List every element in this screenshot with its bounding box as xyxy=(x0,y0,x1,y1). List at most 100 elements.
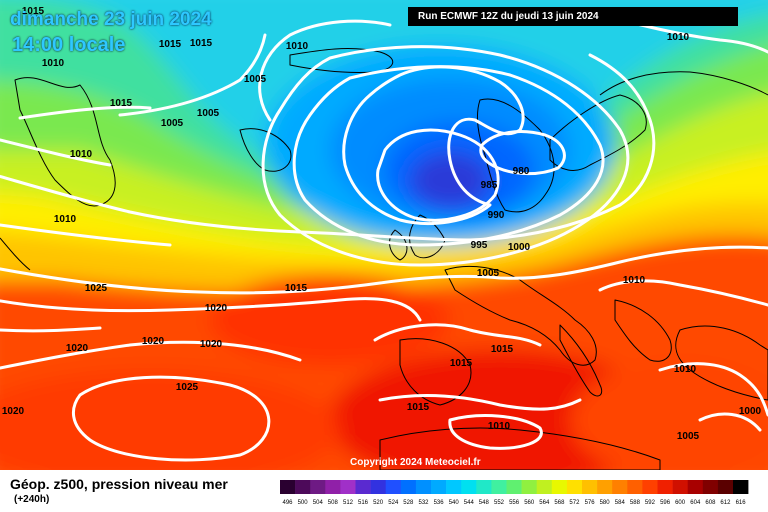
legend-tick-label: 516 xyxy=(358,500,369,506)
legend-tick-label: 552 xyxy=(494,500,505,506)
copyright: Copyright 2024 Meteociel.fr xyxy=(350,457,481,468)
isobar-label: 1010 xyxy=(70,149,93,160)
footer-panel: Géop. z500, pression niveau mer (+240h) … xyxy=(0,470,768,512)
legend-tick-label: 616 xyxy=(736,500,747,506)
legend-swatch xyxy=(733,480,749,494)
isobar-label: 1010 xyxy=(54,214,77,225)
legend-tick-label: 568 xyxy=(554,500,565,506)
legend-tick-label: 612 xyxy=(720,500,731,506)
isobar-label: 1010 xyxy=(42,58,65,69)
isobar-label: 1020 xyxy=(2,406,25,417)
legend-tick-label: 564 xyxy=(539,500,550,506)
isobar-label: 1010 xyxy=(667,32,690,43)
legend-swatch xyxy=(400,480,417,494)
isobar-label: 995 xyxy=(471,240,488,251)
legend-swatch xyxy=(461,480,477,494)
legend-tick-label: 584 xyxy=(615,500,626,506)
legend-swatch xyxy=(295,480,311,494)
legend-swatch xyxy=(476,480,492,494)
isobar-label: 1025 xyxy=(85,283,108,294)
legend-tick-label: 524 xyxy=(388,500,399,506)
legend-tick-label: 520 xyxy=(373,500,384,506)
legend-swatch xyxy=(431,480,447,494)
legend-swatch xyxy=(717,480,734,494)
legend-tick-label: 528 xyxy=(403,500,414,506)
legend-tick-label: 532 xyxy=(418,500,429,506)
isobar-label: 1005 xyxy=(244,74,267,85)
legend-tick-label: 592 xyxy=(645,500,656,506)
legend-tick-label: 544 xyxy=(464,500,475,506)
legend-swatch xyxy=(340,480,356,494)
isobar-label: 1005 xyxy=(161,118,184,129)
isobar-label: 1000 xyxy=(508,242,531,253)
legend-swatch xyxy=(521,480,537,494)
legend-swatch xyxy=(280,480,296,494)
isobar-label: 1015 xyxy=(285,283,308,294)
isobar-label: 1020 xyxy=(200,339,223,350)
legend-swatch xyxy=(355,480,371,494)
legend-swatch xyxy=(566,480,583,494)
isobar-label: 1015 xyxy=(450,358,473,369)
isobar-label: 1010 xyxy=(488,421,511,432)
legend-swatch xyxy=(597,480,613,494)
forecast-date: dimanche 23 juin 2024 xyxy=(10,9,212,30)
legend-swatch xyxy=(551,480,568,494)
legend-swatch xyxy=(415,480,432,494)
isobar-label: 1010 xyxy=(674,364,697,375)
legend-swatch xyxy=(370,480,386,494)
legend-swatch xyxy=(702,480,719,494)
legend-swatch xyxy=(642,480,658,494)
legend-tick-label: 512 xyxy=(343,500,354,506)
isobar-label: 1005 xyxy=(197,108,220,119)
legend-tick-label: 572 xyxy=(569,500,580,506)
legend-swatch xyxy=(325,480,341,494)
isobar-label: 1005 xyxy=(677,431,700,442)
legend-tick-label: 580 xyxy=(600,500,611,506)
isobar-labels: 1015 1015 1015 1010 1010 1005 1015 1005 … xyxy=(2,6,762,442)
legend-tick-label: 536 xyxy=(434,500,445,506)
legend-swatch xyxy=(385,480,402,494)
legend-tick-label: 556 xyxy=(509,500,520,506)
isobar-label: 1020 xyxy=(142,336,165,347)
isobar-label: 1020 xyxy=(205,303,228,314)
isobar-label: 1015 xyxy=(22,6,45,17)
legend-tick-label: 508 xyxy=(328,500,339,506)
legend-swatch xyxy=(672,480,688,494)
isobar-label: 1015 xyxy=(190,38,213,49)
isobar-label: 1025 xyxy=(176,382,199,393)
run-info: Run ECMWF 12Z du jeudi 13 juin 2024 xyxy=(408,7,738,26)
isobars xyxy=(0,13,768,462)
isobar-label: 1005 xyxy=(477,268,500,279)
legend-swatch xyxy=(491,480,507,494)
legend-tick-label: 548 xyxy=(479,500,490,506)
isobar-label: 1015 xyxy=(491,344,514,355)
legend-tick-label: 600 xyxy=(675,500,686,506)
isobar-label: 1015 xyxy=(407,402,430,413)
forecast-time: 14:00 locale xyxy=(12,34,126,56)
isobar-label: 1015 xyxy=(110,98,133,109)
legend-swatch xyxy=(582,480,598,494)
legend-swatch xyxy=(687,480,704,494)
weather-map: 1015 1015 1015 1010 1010 1005 1015 1005 … xyxy=(0,0,768,470)
legend-tick-label: 496 xyxy=(282,500,293,506)
legend-swatch xyxy=(627,480,643,494)
legend-tick-label: 504 xyxy=(313,500,324,506)
color-scale-legend: 496 500 504 508 512 516 520 524 528 532 536 540 544 5… xyxy=(280,480,749,506)
map-title: Géop. z500, pression niveau mer xyxy=(10,476,228,492)
legend-swatch xyxy=(657,480,673,494)
isobar-label: 1010 xyxy=(286,41,309,52)
legend-tick-label: 608 xyxy=(705,500,716,506)
legend-swatch xyxy=(310,480,326,494)
isobar-label: 980 xyxy=(513,166,530,177)
legend-tick-label: 588 xyxy=(630,500,641,506)
legend-swatch xyxy=(612,480,628,494)
forecast-range: (+240h) xyxy=(14,494,50,505)
legend-tick-label: 540 xyxy=(449,500,460,506)
legend-swatch xyxy=(446,480,462,494)
legend-tick-label: 500 xyxy=(298,500,309,506)
isobar-label: 1020 xyxy=(66,343,89,354)
isobar-label: 1000 xyxy=(739,406,762,417)
legend-swatch xyxy=(506,480,522,494)
legend-tick-label: 576 xyxy=(585,500,596,506)
